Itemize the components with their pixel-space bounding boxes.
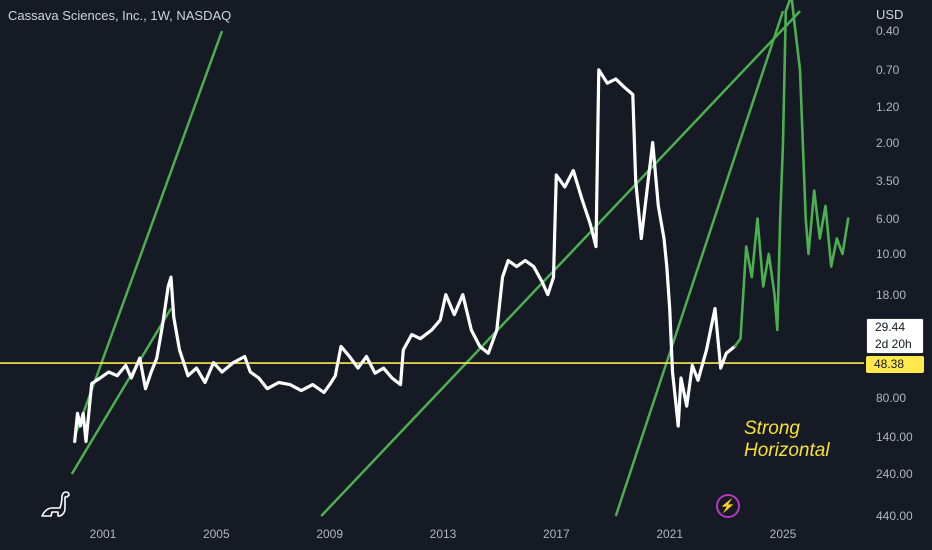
channel-line-2[interactable] xyxy=(73,30,224,438)
channel-line-1[interactable] xyxy=(70,307,173,475)
x-tick-label: 2005 xyxy=(202,527,230,541)
annotation-line-1: Strong xyxy=(744,418,800,439)
x-tick-label: 2001 xyxy=(89,527,117,541)
strong-horizontal-annotation: Strong Horizontal xyxy=(744,418,830,462)
y-tick-label: 10.00 xyxy=(876,246,907,261)
last-price-value: 29.44 xyxy=(875,320,906,334)
horizontal-level-badge: 48.38 xyxy=(866,356,924,373)
price-series xyxy=(73,0,850,444)
y-tick-label: 140.00 xyxy=(876,429,913,444)
y-tick-label: 18.00 xyxy=(876,287,907,302)
y-tick-label: 1.20 xyxy=(876,100,900,115)
chart-title: Cassava Sciences, Inc., 1W, NASDAQ xyxy=(8,8,232,23)
y-tick-label: 440.00 xyxy=(876,509,913,523)
y-tick-label: 3.50 xyxy=(876,174,900,189)
y-tick-label: 0.70 xyxy=(876,62,900,77)
last-price-badge: 29.44 2d 20h xyxy=(866,318,924,354)
bar-countdown: 2d 20h xyxy=(875,337,912,351)
y-tick-label: 2.00 xyxy=(876,135,900,150)
currency-label: USD xyxy=(876,7,904,22)
channel-line-4[interactable] xyxy=(614,10,785,517)
dinosaur-logo-icon xyxy=(38,490,74,520)
annotation-line-2: Horizontal xyxy=(744,440,830,461)
lightning-bolt-icon[interactable]: ⚡ xyxy=(716,494,740,518)
x-tick-label: 2013 xyxy=(429,527,457,541)
price-series-2[interactable] xyxy=(733,0,850,348)
x-tick-label: 2021 xyxy=(656,527,684,541)
y-tick-label: 80.00 xyxy=(876,390,907,405)
price-series-1[interactable] xyxy=(73,68,737,444)
x-tick-label: 2009 xyxy=(316,527,344,541)
x-tick-label: 2025 xyxy=(769,527,797,541)
y-tick-label: 0.40 xyxy=(876,24,900,38)
channel-trendlines xyxy=(70,10,801,517)
y-tick-label: 240.00 xyxy=(876,467,913,481)
channel-line-3[interactable] xyxy=(320,10,801,517)
x-tick-label: 2017 xyxy=(542,527,570,541)
y-tick-label: 6.00 xyxy=(876,211,900,226)
